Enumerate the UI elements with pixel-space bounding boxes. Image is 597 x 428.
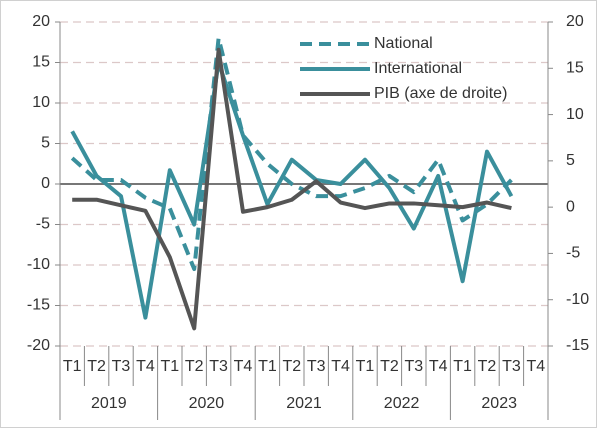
series-line [72, 47, 512, 331]
x-tick-label: T4 [331, 358, 350, 375]
x-tick-label: T1 [258, 358, 277, 375]
legend-label: National [374, 35, 433, 52]
y2-tick-label: -5 [566, 245, 580, 262]
x-tick-label: T2 [478, 358, 497, 375]
y-tick-label: 5 [41, 135, 50, 152]
y-tick-label: 10 [32, 94, 50, 111]
y2-tick-label: 0 [566, 198, 575, 215]
legend-label: PIB (axe de droite) [374, 85, 507, 102]
y-tick-label: 0 [41, 175, 50, 192]
x-tick-label: T1 [453, 358, 472, 375]
y-tick-label: 20 [32, 13, 50, 30]
y2-tick-label: 5 [566, 152, 575, 169]
x-tick-label: T4 [429, 358, 448, 375]
legend-label: International [374, 60, 462, 77]
x-tick-label: T1 [356, 358, 375, 375]
y2-tick-label: 15 [566, 60, 584, 77]
y-tick-label: -15 [27, 297, 50, 314]
x-tick-label: T4 [526, 358, 545, 375]
y2-tick-label: -15 [566, 337, 589, 354]
x-tick-label: T2 [282, 358, 301, 375]
y2-tick-label: -10 [566, 291, 589, 308]
series-line [70, 36, 513, 272]
y2-tick-label: 10 [566, 106, 584, 123]
x-tick-label: T2 [380, 358, 399, 375]
x-tick-label: T4 [136, 358, 155, 375]
y-tick-label: -10 [27, 256, 50, 273]
x-tick-label: T3 [404, 358, 423, 375]
x-tick-label: T2 [185, 358, 204, 375]
x-tick-label: T1 [63, 358, 82, 375]
x-tick-label: T1 [160, 358, 179, 375]
y2-tick-label: 20 [566, 13, 584, 30]
x-tick-label: T3 [209, 358, 228, 375]
y-tick-label: -20 [27, 337, 50, 354]
year-label: 2021 [286, 395, 322, 412]
x-tick-label: T2 [87, 358, 106, 375]
x-tick-label: T3 [112, 358, 131, 375]
y-tick-label: -5 [36, 216, 50, 233]
year-label: 2019 [91, 395, 127, 412]
x-tick-label: T3 [307, 358, 326, 375]
y-tick-label: 15 [32, 54, 50, 71]
x-tick-label: T4 [234, 358, 253, 375]
series-line [70, 60, 514, 320]
year-label: 2022 [384, 395, 420, 412]
year-label: 2020 [189, 395, 225, 412]
x-tick-label: T3 [502, 358, 521, 375]
year-label: 2023 [481, 395, 517, 412]
